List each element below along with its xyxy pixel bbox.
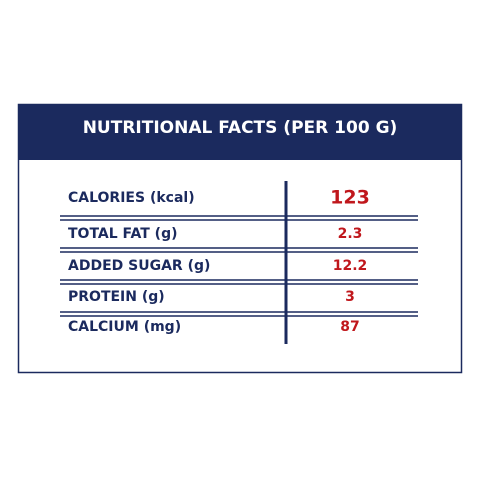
nutrient-value: 2.3: [338, 226, 363, 242]
nutrient-value: 123: [330, 187, 370, 209]
nutrient-label: CALCIUM (mg): [68, 319, 181, 335]
table-lines: [60, 181, 418, 344]
header-band: [18, 104, 462, 160]
header-title: NUTRITIONAL FACTS (PER 100 G): [83, 118, 398, 138]
nutrient-label: ADDED SUGAR (g): [68, 258, 210, 274]
nutrient-label: CALORIES (kcal): [68, 190, 195, 206]
nutrient-label: PROTEIN (g): [68, 289, 165, 305]
nutrient-value: 12.2: [333, 258, 368, 274]
nutrient-value: 87: [340, 319, 359, 335]
nutrient-value: 3: [345, 289, 355, 305]
nutrient-label: TOTAL FAT (g): [68, 226, 178, 242]
